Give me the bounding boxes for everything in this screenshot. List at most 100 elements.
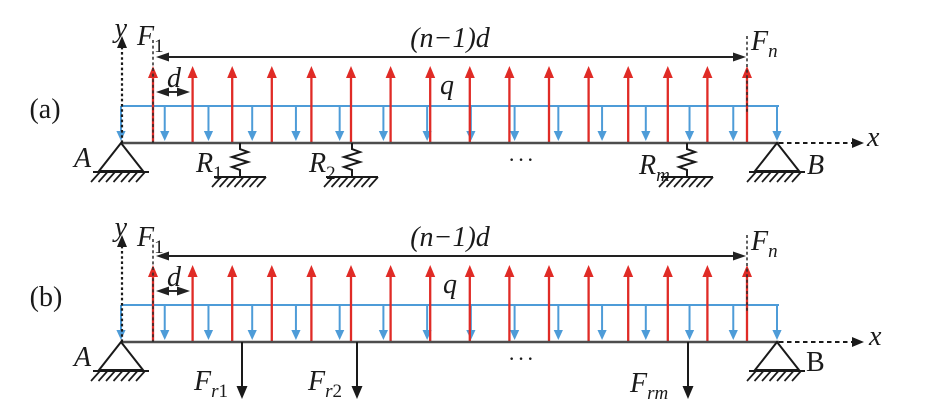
blue-load-arrow-head	[510, 330, 520, 340]
blue-load-arrow-head	[553, 131, 563, 141]
spring-2-coil	[340, 143, 364, 176]
ellipsis: ···	[508, 346, 536, 371]
support-right-ground-hatch	[761, 370, 772, 382]
support-left-ground-hatch	[97, 171, 109, 183]
spring-1-ground-hatch	[248, 176, 260, 188]
support-left-ground-hatch	[97, 370, 109, 382]
pitch-label: d	[167, 63, 182, 94]
red-force-arrow-head	[464, 66, 475, 78]
blue-load-arrow-head	[728, 131, 738, 141]
right-support-label: B	[807, 150, 824, 181]
pitch-dimension-head-right	[177, 286, 190, 296]
blue-load-arrow-head	[641, 131, 651, 141]
blue-load-arrow-head	[203, 330, 214, 340]
support-left-ground-hatch	[105, 171, 116, 183]
reaction-force-arrow-3-head	[682, 386, 694, 399]
spring-label-1: R1	[195, 148, 223, 184]
red-force-arrow-head	[306, 66, 317, 78]
red-force-arrow-head	[583, 66, 594, 78]
support-right-ground-hatch	[768, 171, 780, 183]
red-force-arrow-head	[148, 265, 158, 277]
right-support-label: B	[806, 347, 825, 378]
caption-a: (a)	[29, 94, 60, 125]
red-force-arrow-head	[504, 66, 515, 78]
span-dimension-label: (n−1)d	[410, 23, 491, 54]
blue-load-arrow-head	[247, 131, 257, 141]
blue-load-arrow-head	[335, 131, 345, 141]
span-dimension-head-left	[156, 251, 169, 261]
support-right-ground-hatch	[791, 171, 802, 183]
fn-label: Fn	[750, 226, 778, 262]
support-left-ground-hatch	[135, 171, 146, 183]
red-force-arrow-head	[662, 265, 673, 277]
blue-load-arrow-head	[684, 131, 695, 141]
blue-load-arrow-head	[291, 131, 301, 141]
pitch-dimension-head-right	[177, 87, 190, 97]
f1-label: F1	[136, 21, 164, 57]
blue-load-arrow-head	[553, 330, 563, 340]
y-axis-head	[117, 235, 127, 247]
red-force-arrow-head	[544, 66, 554, 78]
left-support-label: A	[72, 143, 92, 174]
spring-2-ground-hatch	[353, 176, 364, 188]
blue-load-arrow-head	[728, 330, 738, 340]
blue-load-arrow-head	[510, 131, 520, 141]
support-right-ground-hatch	[768, 370, 780, 382]
ellipsis: ···	[508, 147, 536, 172]
spring-3-ground-hatch	[665, 176, 677, 188]
red-force-arrow-head	[662, 66, 673, 78]
spring-2-ground-hatch	[368, 176, 379, 188]
spring-2-ground-hatch	[330, 176, 342, 188]
blue-load-arrow-head	[291, 330, 301, 340]
spring-1-ground-hatch	[241, 176, 252, 188]
x-axis-label: x	[866, 122, 880, 153]
support-right-ground-hatch	[791, 370, 802, 382]
pitch-dimension-head-left	[156, 87, 169, 97]
support-left-ground-hatch	[90, 370, 101, 382]
red-force-arrow-head	[187, 265, 198, 277]
spring-1-ground-hatch	[233, 176, 245, 188]
spring-3-ground-hatch	[673, 176, 684, 188]
pitch-dimension-head-left	[156, 286, 169, 296]
span-dimension-label: (n−1)d	[410, 222, 491, 253]
support-right-ground-hatch	[776, 370, 787, 382]
reaction-force-arrow-1-head	[236, 386, 248, 399]
spring-label-3: Rm	[638, 150, 670, 186]
red-force-arrow-head	[464, 265, 475, 277]
blue-load-arrow-head	[247, 330, 257, 340]
blue-load-arrow-head	[160, 330, 170, 340]
spring-3-ground-hatch	[695, 176, 707, 188]
support-left-ground-hatch	[127, 171, 139, 183]
support-left-ground-hatch	[120, 171, 131, 183]
red-force-arrow-head	[346, 66, 356, 78]
spring-2-ground-hatch	[338, 176, 349, 188]
support-left-ground-hatch	[112, 370, 124, 382]
blue-load-arrow-head	[160, 131, 170, 141]
spring-2-ground-hatch	[345, 176, 357, 188]
reaction-force-arrow-2-head	[351, 386, 363, 399]
support-right-ground-hatch	[746, 370, 757, 382]
support-left-ground-hatch	[112, 171, 124, 183]
support-right-ground-hatch	[783, 370, 795, 382]
blue-load-arrow-head	[203, 131, 214, 141]
reaction-force-label-3: Frm	[629, 368, 668, 404]
support-left-ground-hatch	[135, 370, 146, 382]
blue-load-arrow-head	[378, 131, 388, 141]
support-left-ground-hatch	[120, 370, 131, 382]
support-right-ground-hatch	[746, 171, 757, 183]
y-axis-label: y	[112, 212, 128, 243]
red-force-arrow-head	[425, 66, 436, 78]
support-right-ground-hatch	[776, 171, 787, 183]
red-force-arrow-head	[227, 66, 238, 78]
spring-1-coil	[228, 143, 252, 176]
red-force-arrow-head	[306, 265, 317, 277]
y-axis-head	[117, 36, 127, 48]
blue-load-arrow-head	[641, 330, 651, 340]
blue-load-arrow-head	[772, 131, 782, 141]
reaction-force-label-1: Fr1	[193, 366, 228, 402]
red-force-arrow-head	[702, 265, 713, 277]
x-axis-label: x	[868, 321, 882, 352]
spring-1-ground-hatch	[211, 176, 222, 188]
spring-3-ground-hatch	[658, 176, 669, 188]
support-right-ground-hatch	[783, 171, 795, 183]
